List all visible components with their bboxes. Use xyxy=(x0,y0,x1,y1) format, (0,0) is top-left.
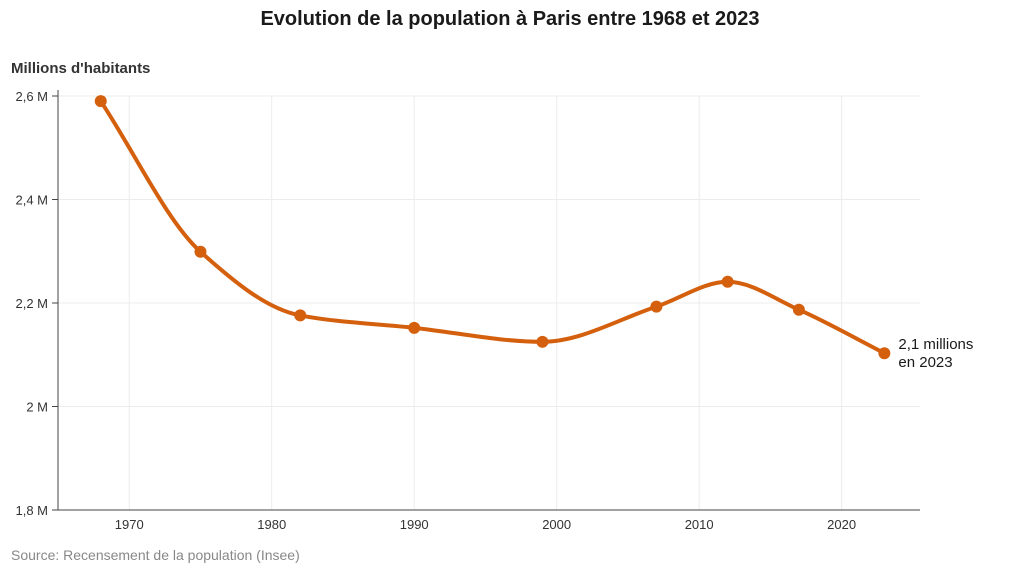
chart-title: Evolution de la population à Paris entre… xyxy=(260,8,760,30)
data-point xyxy=(194,245,207,258)
x-tick-label: 2000 xyxy=(542,517,571,532)
data-point xyxy=(878,347,891,360)
data-point xyxy=(94,95,107,108)
source-note: Source: Recensement de la population (In… xyxy=(11,547,300,563)
x-tick-label: 1970 xyxy=(115,517,144,532)
data-point xyxy=(721,275,734,288)
annotation-line-1: 2,1 millions xyxy=(898,336,973,353)
x-tick-label: 2010 xyxy=(685,517,714,532)
data-point xyxy=(408,321,421,334)
data-point xyxy=(650,300,663,313)
annotation-line-2: en 2023 xyxy=(898,354,952,371)
x-tick-label: 2020 xyxy=(827,517,856,532)
y-tick-label: 2,2 M xyxy=(15,296,48,311)
data-point xyxy=(536,335,549,348)
x-tick-label: 1980 xyxy=(257,517,286,532)
data-point xyxy=(792,303,805,316)
y-tick-label: 2,4 M xyxy=(15,193,48,208)
data-point xyxy=(294,309,307,322)
y-tick-label: 2,6 M xyxy=(15,89,48,104)
x-tick-label: 1990 xyxy=(400,517,429,532)
y-axis-label: Millions d'habitants xyxy=(11,60,151,77)
y-tick-label: 2 M xyxy=(26,400,48,415)
y-tick-label: 1,8 M xyxy=(15,503,48,518)
series-line xyxy=(98,99,887,356)
